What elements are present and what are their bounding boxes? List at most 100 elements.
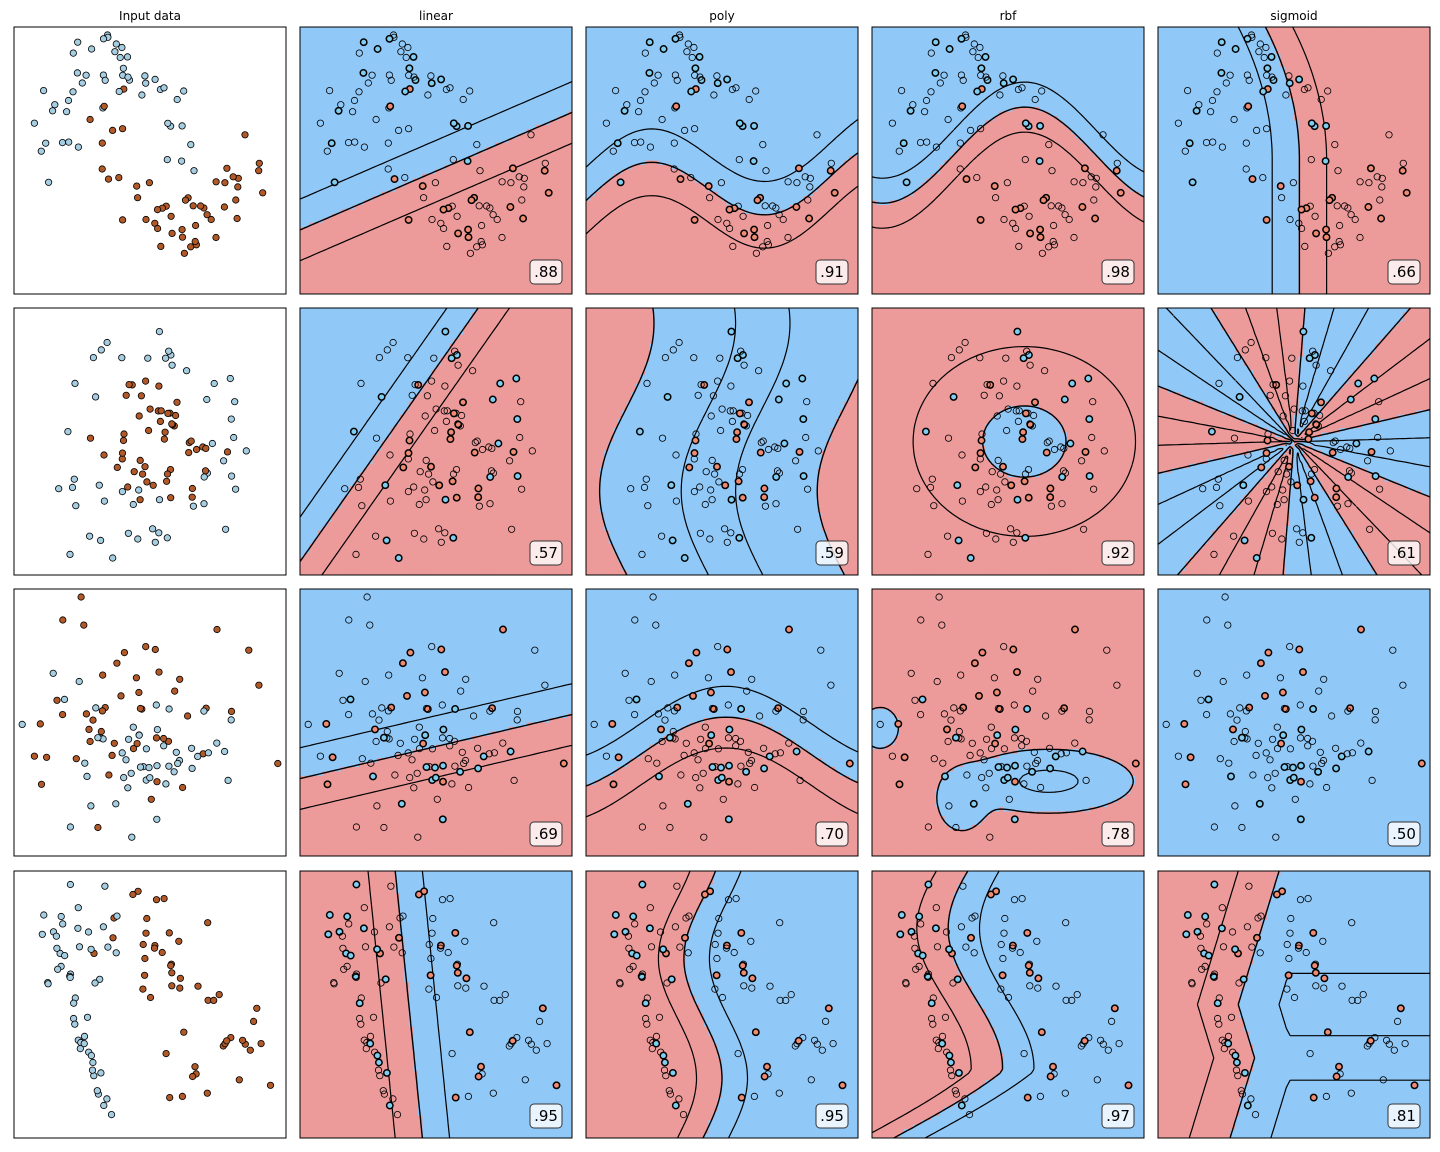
test-point xyxy=(325,911,334,919)
train-point xyxy=(330,980,338,988)
train-point xyxy=(1290,405,1298,413)
train-point xyxy=(345,616,353,624)
data-point xyxy=(112,40,120,48)
data-point xyxy=(197,202,205,210)
data-point xyxy=(142,745,150,753)
train-point xyxy=(1356,233,1364,242)
data-point xyxy=(118,749,126,757)
train-point xyxy=(410,784,418,792)
train-point xyxy=(696,529,705,537)
train-point xyxy=(1348,749,1357,757)
data-point xyxy=(173,95,181,104)
train-point xyxy=(948,1072,956,1080)
train-point xyxy=(476,167,484,175)
data-point xyxy=(99,923,108,931)
train-point xyxy=(1033,937,1041,945)
train-point xyxy=(408,756,416,764)
data-point xyxy=(113,659,121,667)
train-point xyxy=(724,896,733,904)
data-point xyxy=(75,677,83,686)
train-point xyxy=(1000,745,1009,753)
data-point xyxy=(142,377,150,385)
train-point xyxy=(1341,202,1349,210)
data-point xyxy=(139,940,147,949)
test-point xyxy=(655,772,663,781)
train-point xyxy=(941,1013,950,1021)
data-point xyxy=(124,73,132,81)
train-point xyxy=(507,179,515,187)
test-point xyxy=(1207,427,1216,436)
train-point xyxy=(677,771,685,779)
train-point xyxy=(987,723,995,731)
test-point xyxy=(1036,225,1045,234)
train-point xyxy=(438,701,446,709)
train-point xyxy=(448,780,456,788)
data-point xyxy=(141,463,149,471)
data-point xyxy=(124,784,132,792)
test-point xyxy=(366,1039,375,1048)
data-point xyxy=(187,437,195,445)
data-point xyxy=(188,484,196,493)
train-point xyxy=(640,483,649,491)
test-point xyxy=(774,395,783,404)
train-point xyxy=(501,990,509,999)
test-point xyxy=(462,974,471,983)
train-point xyxy=(944,434,953,442)
train-point xyxy=(442,85,450,94)
test-point xyxy=(1364,203,1373,211)
test-point xyxy=(990,182,999,191)
test-point xyxy=(830,188,839,197)
train-point xyxy=(438,896,447,904)
train-point xyxy=(711,940,719,949)
train-point xyxy=(344,710,353,719)
decision-boundary xyxy=(598,308,858,575)
train-point xyxy=(994,456,1002,464)
test-point xyxy=(1026,229,1035,238)
train-point xyxy=(1030,748,1038,756)
train-point xyxy=(813,1040,821,1048)
test-point xyxy=(681,933,689,942)
data-point xyxy=(66,973,74,982)
margin-contour xyxy=(680,308,791,575)
train-point xyxy=(1290,993,1299,1002)
test-point xyxy=(668,536,677,545)
train-point xyxy=(490,919,498,927)
train-point xyxy=(952,1090,961,1098)
train-point xyxy=(1046,744,1054,752)
data-point xyxy=(112,800,120,808)
margin-contour xyxy=(708,871,749,1138)
train-point xyxy=(1264,430,1272,438)
decision-boundary xyxy=(300,308,479,562)
train-point xyxy=(1399,159,1407,167)
train-point xyxy=(653,759,661,767)
train-point xyxy=(1365,179,1373,187)
data-point xyxy=(180,87,188,95)
test-point xyxy=(756,448,765,457)
train-point xyxy=(996,470,1005,478)
data-point xyxy=(163,156,171,164)
data-point xyxy=(83,772,91,781)
train-point xyxy=(380,1090,388,1098)
test-point xyxy=(1037,1028,1046,1037)
train-point xyxy=(982,784,990,792)
test-point xyxy=(918,951,927,960)
score-label: .50 xyxy=(1392,825,1416,843)
train-point xyxy=(423,392,431,400)
train-point xyxy=(663,979,671,987)
train-point xyxy=(976,749,984,757)
data-point xyxy=(194,982,202,990)
score-label: .61 xyxy=(1392,544,1416,562)
train-point xyxy=(480,982,488,990)
train-point xyxy=(763,237,771,246)
test-point xyxy=(712,971,721,980)
test-point xyxy=(727,495,736,504)
train-point xyxy=(947,353,956,362)
data-point xyxy=(141,72,149,80)
test-point xyxy=(437,75,446,84)
test-point xyxy=(894,719,903,728)
test-point xyxy=(838,1081,847,1090)
train-point xyxy=(462,984,470,992)
train-point xyxy=(994,496,1002,504)
train-point xyxy=(1327,367,1335,375)
train-point xyxy=(1216,502,1224,510)
